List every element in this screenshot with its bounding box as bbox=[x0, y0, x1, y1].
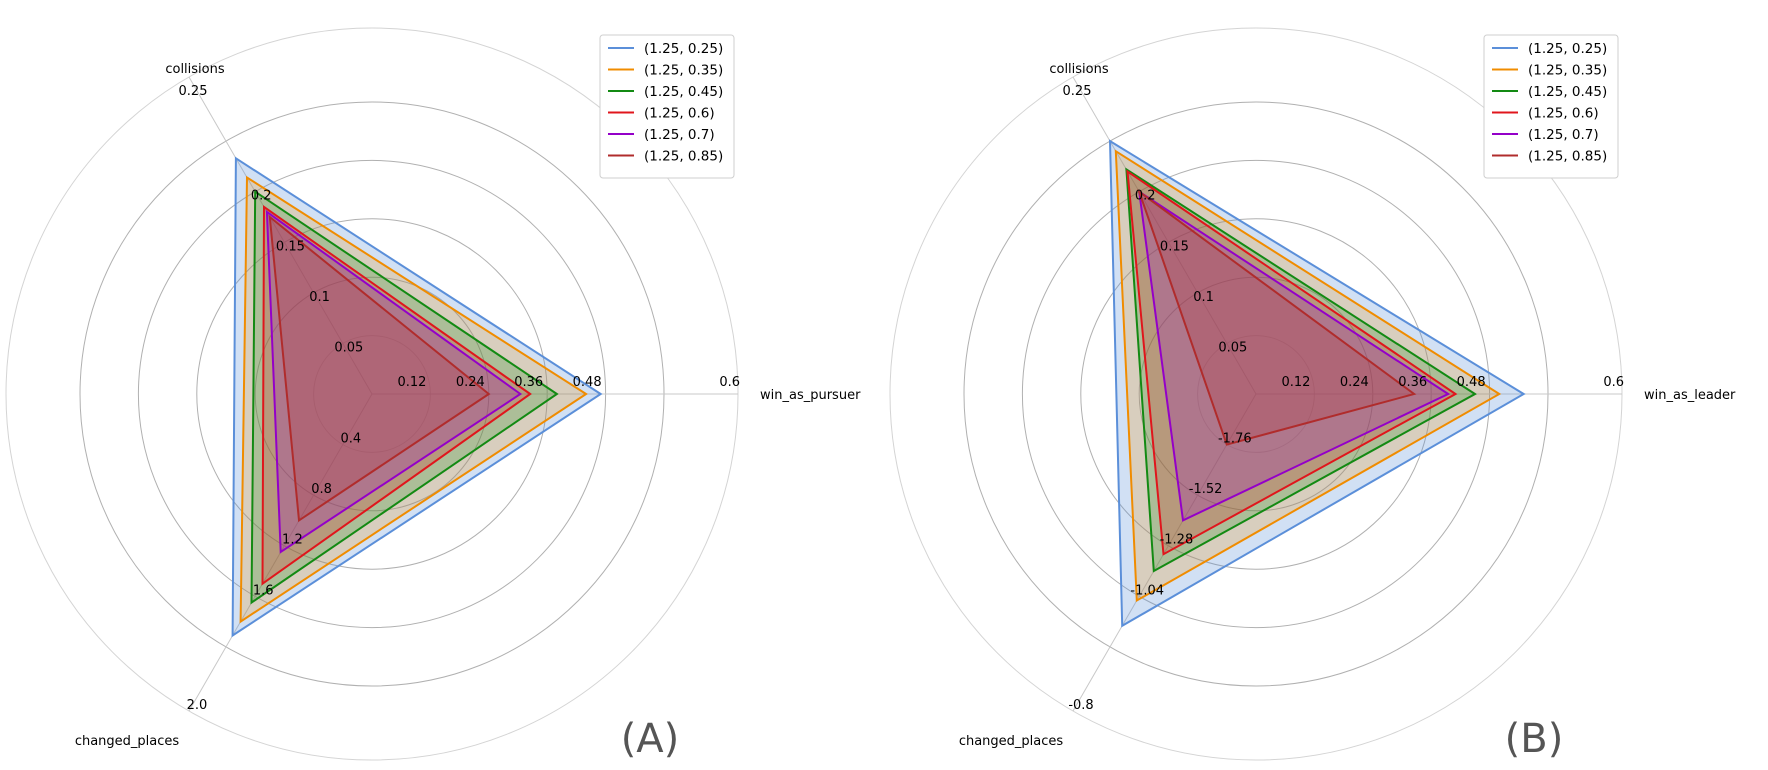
axis-label-changed_places: changed_places bbox=[75, 734, 180, 749]
legend-label: (1.25, 0.45) bbox=[1528, 84, 1607, 100]
series-polygon-3 bbox=[1126, 169, 1458, 556]
axis-label-changed_places: changed_places bbox=[959, 734, 1064, 749]
tick-label-changed_places: -1.52 bbox=[1189, 482, 1223, 497]
tick-label-changed_places: -1.28 bbox=[1160, 533, 1194, 548]
radar-panel-b: 0.12 0.24 0.36 0.48 0.6 0.05 0.1 0.15 0.2 0.25 -1.… bbox=[884, 0, 1768, 770]
legend-label: (1.25, 0.25) bbox=[644, 41, 723, 57]
legend-label: (1.25, 0.35) bbox=[1528, 63, 1607, 79]
tick-label-win_as_leader: 0.6 bbox=[1603, 375, 1624, 390]
tick-label-win_as_pursuer: 0.12 bbox=[397, 375, 426, 390]
series-polygon-2 bbox=[1125, 167, 1477, 573]
panel-label: (A) bbox=[621, 716, 680, 762]
axis-label-collisions: collisions bbox=[165, 62, 225, 77]
radar-panel-a: 0.12 0.24 0.36 0.48 0.6 0.05 0.1 0.15 0.2 0.25 0.4… bbox=[5, 27, 861, 762]
legend-label: (1.25, 0.7) bbox=[644, 127, 715, 143]
tick-label-changed_places: -1.76 bbox=[1218, 432, 1252, 447]
tick-label-changed_places: 2.0 bbox=[187, 698, 208, 713]
tick-label-collisions: 0.15 bbox=[276, 239, 305, 254]
tick-label-changed_places: -0.8 bbox=[1068, 698, 1093, 713]
series-polygon-0 bbox=[1108, 139, 1526, 628]
tick-label-changed_places: -1.04 bbox=[1130, 583, 1164, 598]
tick-label-win_as_pursuer: 0.6 bbox=[719, 375, 740, 390]
tick-label-win_as_pursuer: 0.36 bbox=[514, 375, 543, 390]
tick-label-collisions: 0.1 bbox=[309, 290, 330, 305]
tick-label-changed_places: 1.2 bbox=[282, 533, 303, 548]
tick-label-collisions: 0.2 bbox=[1135, 189, 1156, 204]
tick-label-changed_places: 0.8 bbox=[311, 482, 332, 497]
tick-label-collisions: 0.05 bbox=[1218, 340, 1247, 355]
axis-spoke-collisions bbox=[188, 76, 373, 395]
legend-label: (1.25, 0.6) bbox=[1528, 106, 1599, 122]
legend-label: (1.25, 0.6) bbox=[644, 106, 715, 122]
tick-label-win_as_leader: 0.24 bbox=[1340, 375, 1369, 390]
series-polygon-4 bbox=[265, 209, 523, 554]
tick-label-win_as_leader: 0.36 bbox=[1398, 375, 1427, 390]
series-polygon-5 bbox=[268, 214, 491, 523]
series-polygon-3 bbox=[261, 204, 532, 586]
legend-label: (1.25, 0.7) bbox=[1528, 127, 1599, 143]
panel-label: (B) bbox=[1505, 716, 1564, 762]
series-polygon-4 bbox=[1137, 189, 1451, 522]
tick-label-win_as_pursuer: 0.24 bbox=[456, 375, 485, 390]
legend-box bbox=[599, 34, 735, 179]
radar-chart-a: 0.12 0.24 0.36 0.48 0.6 0.05 0.1 0.15 0.2 0.25 0.4… bbox=[5, 27, 861, 762]
tick-label-collisions: 0.25 bbox=[179, 84, 208, 99]
series-polygon-1 bbox=[1114, 149, 1502, 603]
legend-label: (1.25, 0.25) bbox=[1528, 41, 1607, 57]
tick-label-collisions: 0.1 bbox=[1193, 290, 1214, 305]
legend-label: (1.25, 0.45) bbox=[644, 84, 723, 100]
axis-label-win_as_pursuer: win_as_pursuer bbox=[760, 388, 861, 403]
series-polygon-5 bbox=[1137, 188, 1417, 446]
axis-label-collisions: collisions bbox=[1049, 62, 1109, 77]
tick-label-collisions: 0.15 bbox=[1160, 239, 1189, 254]
tick-label-win_as_leader: 0.48 bbox=[1457, 375, 1486, 390]
axis-spoke-collisions bbox=[1072, 76, 1257, 395]
tick-label-changed_places: 0.4 bbox=[340, 432, 361, 447]
tick-label-changed_places: 1.6 bbox=[253, 583, 274, 598]
series-polygon-0 bbox=[231, 156, 603, 638]
tick-label-win_as_pursuer: 0.48 bbox=[573, 375, 602, 390]
legend-label: (1.25, 0.85) bbox=[644, 149, 723, 165]
axis-spoke-changed_places bbox=[1072, 393, 1257, 712]
series-polygon-1 bbox=[239, 175, 588, 624]
legend-label: (1.25, 0.35) bbox=[644, 63, 723, 79]
axis-label-win_as_leader: win_as_leader bbox=[1644, 388, 1736, 403]
tick-label-win_as_leader: 0.12 bbox=[1281, 375, 1310, 390]
tick-label-collisions: 0.2 bbox=[251, 189, 272, 204]
tick-label-collisions: 0.25 bbox=[1063, 84, 1092, 99]
legend-box bbox=[1483, 34, 1619, 179]
series-polygon-2 bbox=[250, 189, 559, 605]
tick-label-collisions: 0.05 bbox=[334, 340, 363, 355]
legend-label: (1.25, 0.85) bbox=[1528, 149, 1607, 165]
radar-chart-b: 0.12 0.24 0.36 0.48 0.6 0.05 0.1 0.15 0.2 0.25 -1.… bbox=[889, 27, 1736, 762]
